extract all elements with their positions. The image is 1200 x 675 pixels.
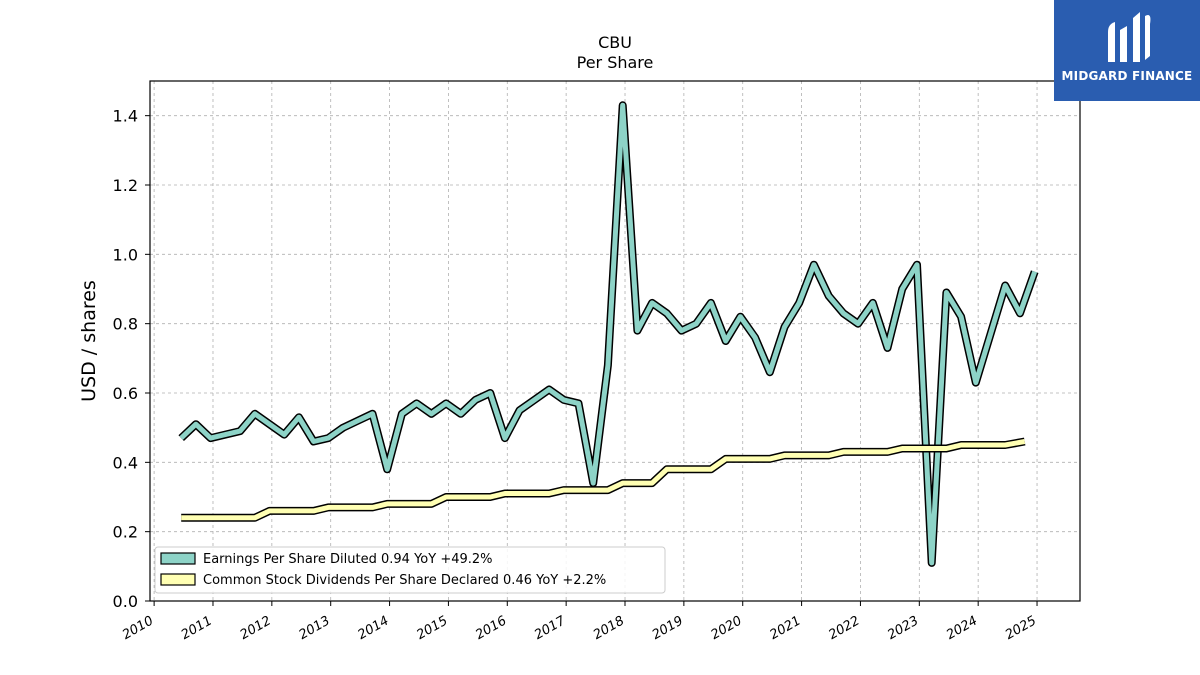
brand-logo: MIDGARD FINANCE — [1054, 0, 1200, 101]
x-tick-label: 2013 — [297, 613, 333, 643]
legend-label-eps: Earnings Per Share Diluted 0.94 YoY +49.… — [203, 552, 493, 567]
y-tick-label: 0.4 — [113, 453, 138, 472]
y-tick-label: 1.4 — [113, 107, 138, 126]
x-tick-label: 2012 — [238, 613, 274, 643]
x-tick-label: 2017 — [532, 613, 569, 643]
chart-subtitle: Per Share — [577, 53, 654, 72]
x-tick-label: 2025 — [1003, 613, 1039, 643]
chart-title: CBU — [598, 33, 632, 52]
y-tick-label: 0.2 — [113, 523, 138, 542]
y-axis-label: USD / shares — [78, 280, 100, 402]
x-tick-label: 2022 — [826, 613, 862, 643]
series-outline-1 — [181, 437, 1026, 522]
x-tick-label: 2014 — [355, 613, 391, 643]
x-tick-label: 2010 — [120, 613, 156, 643]
x-tick-label: 2018 — [591, 613, 627, 643]
legend-label-dividends: Common Stock Dividends Per Share Declare… — [203, 573, 606, 588]
x-tick-label: 2015 — [414, 613, 450, 643]
legend-box — [154, 546, 666, 594]
series-line-1 — [181, 439, 1026, 521]
x-tick-label: 2011 — [179, 613, 215, 643]
y-tick-label: 0.8 — [113, 315, 138, 334]
x-tick-label: 2021 — [767, 613, 803, 643]
x-tick-label: 2023 — [885, 613, 921, 643]
y-tick-label: 1.0 — [113, 245, 138, 264]
x-tick-label: 2024 — [944, 613, 980, 643]
x-tick-label: 2020 — [709, 613, 745, 643]
logo-text: MIDGARD FINANCE — [1061, 69, 1193, 83]
y-tick-label: 1.2 — [113, 176, 138, 195]
y-tick-label: 0.6 — [113, 384, 138, 403]
legend-swatch-dividends — [160, 573, 196, 586]
legend: Earnings Per Share Diluted 0.94 YoY +49.… — [154, 546, 666, 594]
x-tick-label: 2019 — [650, 613, 686, 643]
legend-swatch-eps — [160, 552, 196, 565]
logo-mark-icon — [1108, 12, 1151, 62]
plot-frame — [149, 80, 1081, 602]
series-line-0 — [179, 102, 1038, 566]
series-group — [178, 101, 1039, 567]
y-tick-label: 0.0 — [113, 592, 138, 611]
x-tick-label: 2016 — [473, 613, 509, 643]
